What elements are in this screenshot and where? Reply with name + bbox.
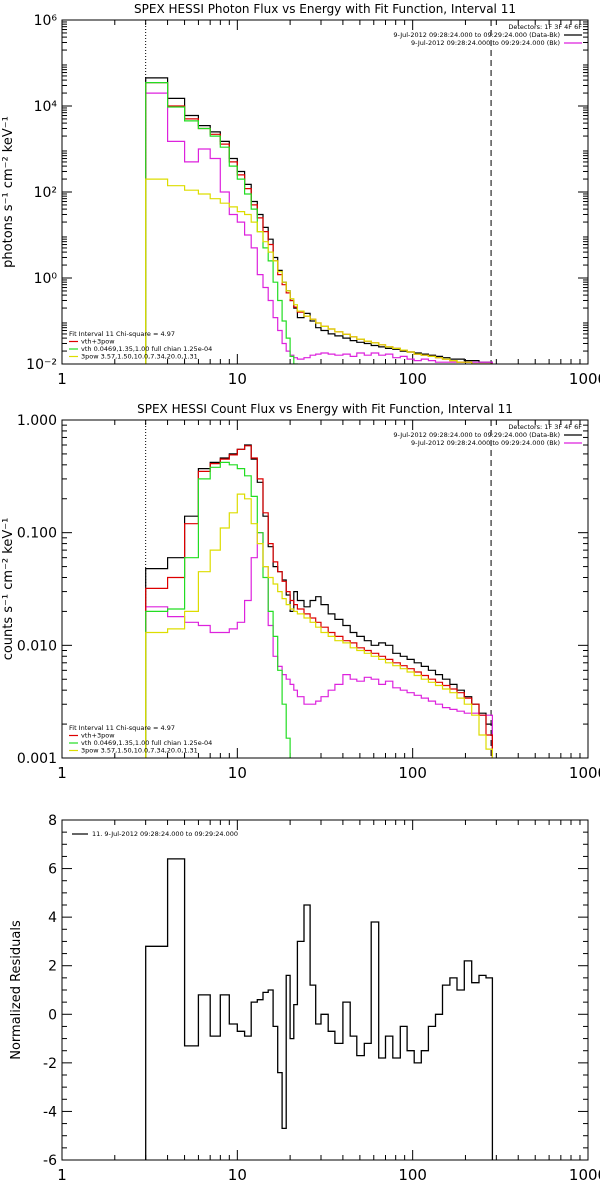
legend-entry: vth+3pow bbox=[81, 338, 115, 346]
plot-frame bbox=[61, 419, 589, 759]
x-tick-label: 10 bbox=[228, 1166, 247, 1184]
series-line-3 bbox=[145, 82, 298, 364]
series-line-2 bbox=[145, 445, 493, 758]
series-line-1 bbox=[145, 92, 493, 364]
plot-frame bbox=[61, 19, 589, 365]
chart-title: SPEX HESSI Count Flux vs Energy with Fit… bbox=[137, 402, 513, 416]
y-axis-label: photons s⁻¹ cm⁻² keV⁻¹ bbox=[1, 116, 16, 268]
data-series bbox=[145, 858, 494, 1160]
y-tick-label: -6 bbox=[43, 1153, 57, 1169]
legend-entry: vth+3pow bbox=[81, 732, 115, 740]
y-tick-label: -2 bbox=[43, 1056, 57, 1072]
y-tick-label: 6 bbox=[48, 862, 57, 878]
chart-title: SPEX HESSI Photon Flux vs Energy with Fi… bbox=[134, 2, 516, 16]
legend-entry: 11. 9-Jul-2012 09:28:24.000 to 09:29:24.… bbox=[92, 830, 238, 838]
y-tick-label: 10² bbox=[34, 185, 57, 201]
photon-flux-panel: SPEX HESSI Photon Flux vs Energy with Fi… bbox=[1, 2, 600, 388]
y-tick-label: 8 bbox=[48, 813, 57, 829]
y-tick-label: 0.001 bbox=[17, 751, 57, 767]
series-line-0 bbox=[145, 858, 494, 1160]
y-tick-label: 10⁻² bbox=[26, 357, 57, 373]
x-tick-label: 100 bbox=[398, 1166, 427, 1184]
data-series bbox=[145, 77, 493, 364]
legend-entry: vth 0.0469,1.35,1.00 full chian 1.25e-04 bbox=[81, 739, 212, 747]
y-axis-label: Normalized Residuals bbox=[9, 920, 24, 1060]
legend-entry: 3pow 3.57,1.50,10.0,7.34,20.0,1.31 bbox=[81, 353, 198, 361]
legend-entry: 3pow 3.57,1.50,10.0,7.34,20.0,1.31 bbox=[81, 747, 198, 755]
y-axis-label: counts s⁻¹ cm⁻² keV⁻¹ bbox=[1, 518, 16, 661]
legend-entry: vth 0.0469,1.35,1.00 full chian 1.25e-04 bbox=[81, 345, 212, 353]
x-tick-label: 1 bbox=[57, 764, 67, 782]
legend-entry: 9-Jul-2012 09:28:24.000 to 09:29:24.000 … bbox=[393, 431, 560, 439]
y-tick-label: 0 bbox=[48, 1007, 57, 1023]
series-line-4 bbox=[145, 493, 493, 758]
legend-entry: 9-Jul-2012 09:28:24.000 to 09:29:24.000 … bbox=[393, 31, 560, 39]
x-tick-label: 10 bbox=[228, 764, 247, 782]
y-tick-label: 10⁶ bbox=[34, 13, 58, 29]
plot-frame bbox=[61, 819, 589, 1161]
series-line-3 bbox=[145, 461, 291, 758]
y-tick-label: 0.010 bbox=[17, 638, 57, 654]
legend-entry: 9-Jul-2012 09:28:24.000 to 09:29:24.000 … bbox=[411, 39, 560, 47]
legend-detectors: Detectors: 1F 3F 4F 6F bbox=[508, 23, 582, 31]
series-line-4 bbox=[145, 178, 493, 364]
x-tick-label: 100 bbox=[398, 370, 427, 388]
y-tick-label: 1.000 bbox=[17, 413, 57, 429]
y-tick-label: 10⁴ bbox=[34, 99, 58, 115]
legend-fit-info: Fit Interval 11 Chi-square = 4.97 bbox=[69, 724, 175, 732]
series-line-1 bbox=[145, 532, 493, 758]
x-tick-label: 1 bbox=[57, 370, 67, 388]
x-tick-label: 100 bbox=[398, 764, 427, 782]
series-line-0 bbox=[145, 444, 493, 758]
y-tick-label: -4 bbox=[43, 1104, 57, 1120]
legend-fit-info: Fit Interval 11 Chi-square = 4.97 bbox=[69, 330, 175, 338]
data-series bbox=[145, 444, 493, 758]
legend-entry: 9-Jul-2012 09:28:24.000 to 09:29:24.000 … bbox=[411, 439, 560, 447]
y-tick-label: 0.100 bbox=[17, 526, 57, 542]
count-flux-panel: SPEX HESSI Count Flux vs Energy with Fit… bbox=[1, 402, 600, 782]
x-tick-label: 1 bbox=[57, 1166, 67, 1184]
y-tick-label: 4 bbox=[48, 910, 57, 926]
x-tick-label: 10 bbox=[228, 370, 247, 388]
y-tick-label: 2 bbox=[48, 959, 57, 975]
legend-detectors: Detectors: 1F 3F 4F 6F bbox=[508, 423, 582, 431]
y-tick-label: 10⁰ bbox=[34, 271, 58, 287]
